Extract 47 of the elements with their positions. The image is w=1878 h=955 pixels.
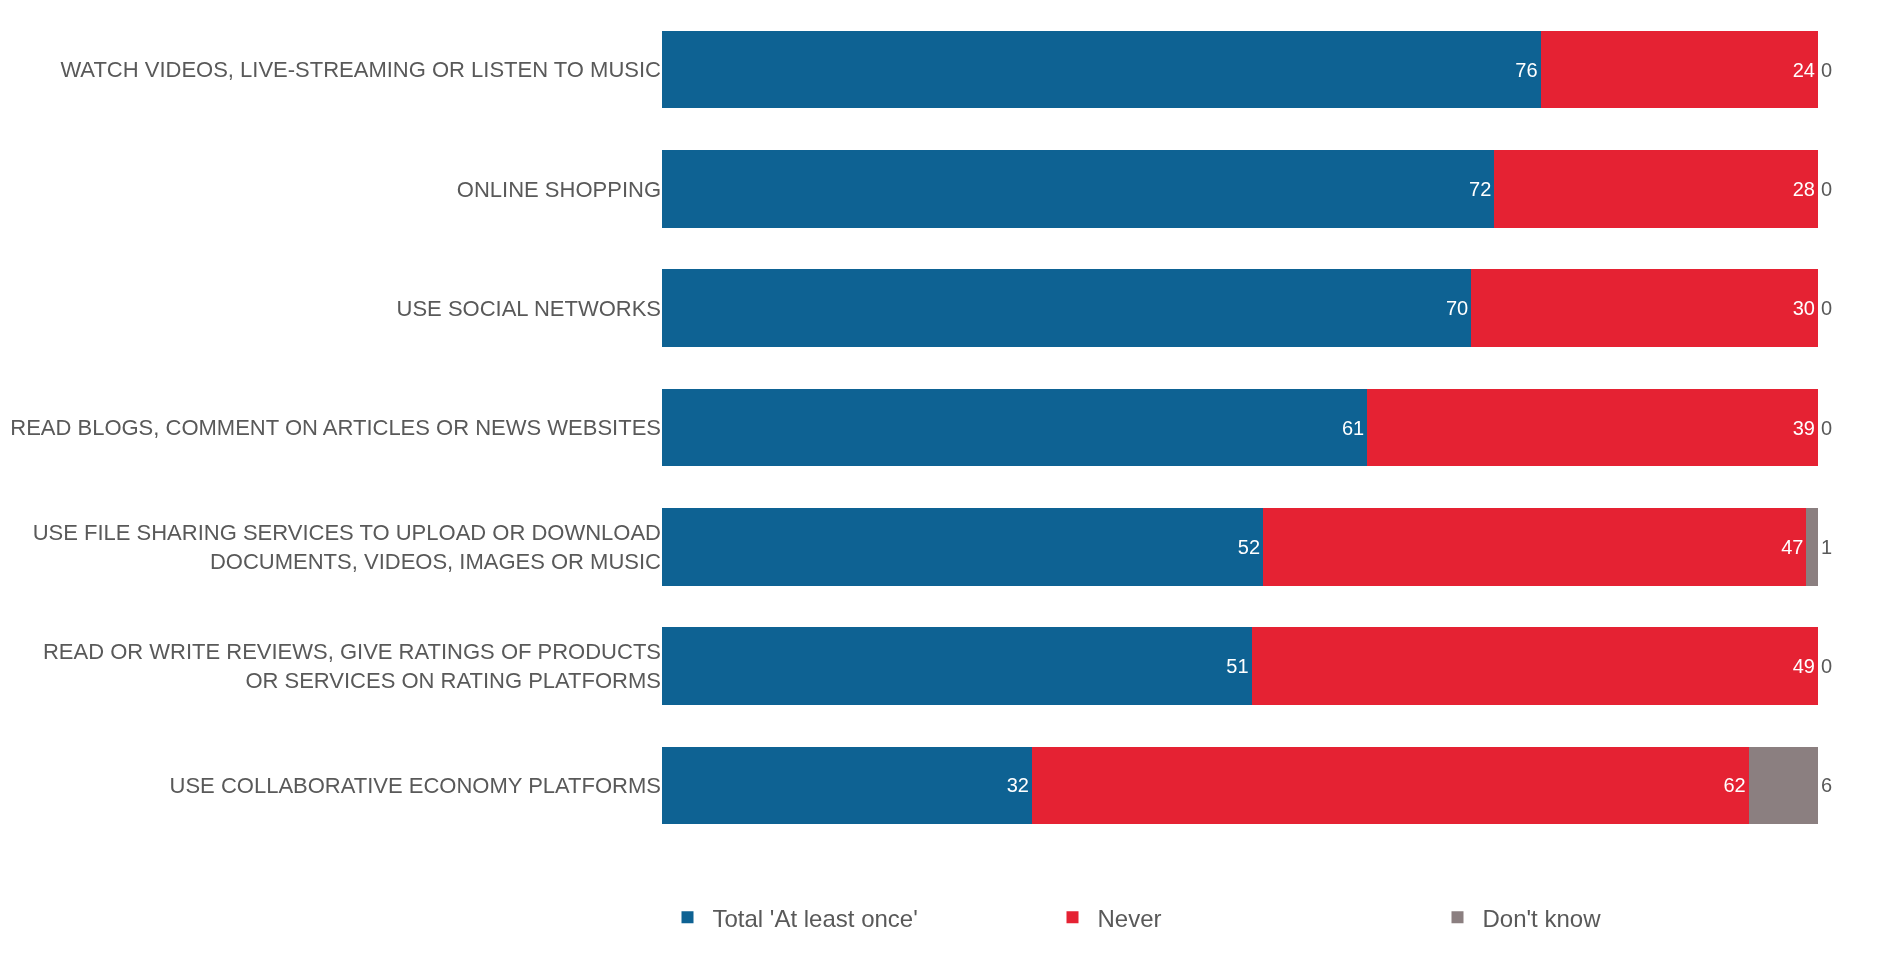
y-tick-label: WATCH VIDEOS, LIVE-STREAMING OR LISTEN TO MUSIC: [60, 57, 662, 83]
bar: [662, 269, 1472, 347]
data-label: 39: [1792, 416, 1815, 439]
bar: [1494, 150, 1818, 228]
data-label: 0: [1821, 655, 1833, 678]
data-label: 51: [1226, 655, 1249, 678]
legend-label: Total 'At least once': [712, 904, 918, 932]
y-tick-label: USE COLLABORATIVE ECONOMY PLATFORMS: [169, 773, 661, 799]
data-label: 0: [1821, 416, 1833, 439]
bar: [1367, 388, 1818, 467]
data-label: 1: [1821, 535, 1833, 558]
bar: [662, 746, 1032, 825]
data-label: 0: [1821, 177, 1833, 200]
y-tick-label: USE FILE SHARING SERVICES TO UPLOAD OR DOWNLOAD DOCUMENTS, VIDEOS, IMAGES OR MUSIC: [32, 520, 662, 574]
bar: [1748, 746, 1818, 825]
bar: [662, 150, 1495, 228]
y-tick-label: USE SOCIAL NETWORKS: [396, 295, 661, 321]
data-label: 24: [1792, 58, 1815, 81]
data-label: 76: [1515, 58, 1538, 81]
bar: [662, 627, 1252, 705]
y-tick-label: READ BLOGS, COMMENT ON ARTICLES OR NEWS WEBSITES: [10, 415, 661, 441]
data-label: 0: [1821, 58, 1833, 81]
data-label: 47: [1781, 535, 1804, 558]
bar: [1251, 627, 1818, 705]
data-label: 28: [1792, 177, 1815, 200]
y-tick-label: READ OR WRITE REVIEWS, GIVE RATINGS OF PRODUCTS OR SERVICES ON RATING PLATFORMS: [42, 639, 661, 694]
bar: [662, 30, 1541, 109]
bar: [662, 508, 1264, 586]
bar: [1806, 508, 1818, 586]
legend-label: Don't know: [1482, 904, 1602, 932]
data-label: 62: [1723, 774, 1746, 797]
data-label: 30: [1792, 297, 1815, 320]
data-label: 61: [1341, 416, 1365, 439]
bar: [1031, 746, 1749, 825]
bar: [1540, 30, 1818, 109]
y-tick-label: ONLINE SHOPPING: [456, 176, 661, 202]
legend-label: Never: [1097, 904, 1162, 932]
data-label: 6: [1821, 774, 1833, 797]
data-label: 49: [1792, 655, 1815, 678]
bar: [1471, 269, 1818, 347]
data-label: 32: [1006, 774, 1029, 797]
data-label: 52: [1237, 535, 1261, 558]
data-label: 0: [1821, 297, 1833, 320]
bar: [662, 388, 1368, 467]
data-label: 70: [1445, 297, 1469, 320]
data-label: 72: [1469, 177, 1492, 200]
bar: [1263, 508, 1807, 586]
